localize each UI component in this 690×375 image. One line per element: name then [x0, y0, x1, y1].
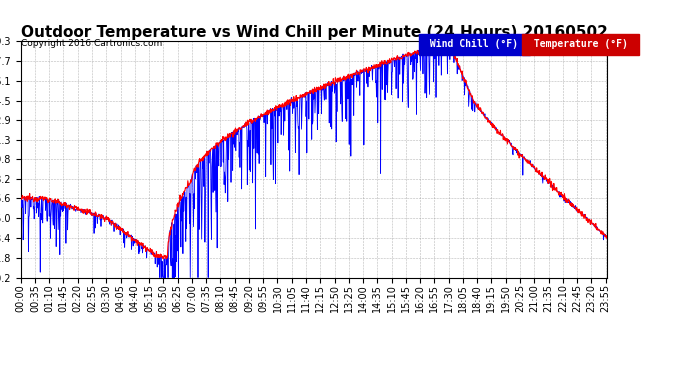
Text: Copyright 2016 Cartronics.com: Copyright 2016 Cartronics.com	[21, 39, 162, 48]
Text: Temperature (°F): Temperature (°F)	[528, 39, 633, 50]
Text: Wind Chill (°F): Wind Chill (°F)	[424, 39, 524, 50]
Title: Outdoor Temperature vs Wind Chill per Minute (24 Hours) 20160502: Outdoor Temperature vs Wind Chill per Mi…	[21, 25, 607, 40]
